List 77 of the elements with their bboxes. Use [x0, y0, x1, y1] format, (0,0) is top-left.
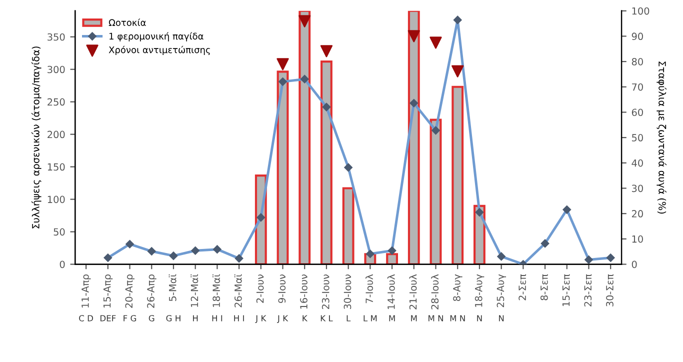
x-tick-label: 9-Ιουν: [278, 274, 286, 303]
x-tick-label: 14-Ιουλ: [387, 274, 395, 309]
x-tick-label: 11-Απρ: [82, 274, 91, 308]
y2-tick-label: 100: [632, 7, 650, 15]
y-tick-label: 350: [48, 33, 65, 41]
text: L M: [364, 315, 377, 322]
x-tick-label: 8-Αυγ: [453, 274, 462, 302]
bar: [408, 10, 420, 264]
x-tick-label: 23-Ιουν: [322, 274, 330, 310]
y-tick-label: 300: [48, 66, 65, 74]
text: J K: [277, 315, 288, 323]
y2-tick-label: 40: [632, 159, 643, 167]
x-tick-label: 2-Ιουν: [256, 274, 264, 303]
y2-tick-label: 90: [632, 32, 643, 40]
x-tick-label: 15-Απρ: [104, 274, 113, 308]
y-axis-title: Συλλήψεις αρσενικών (άτομα/παγίδα): [31, 46, 42, 228]
y2-tick-label: 80: [632, 58, 643, 66]
y2-tick-label: 50: [632, 134, 643, 142]
text: G H: [166, 315, 180, 322]
x-tick-label: 21-Ιουλ: [409, 274, 417, 310]
bar: [452, 86, 464, 264]
text: G: [148, 315, 154, 322]
y2-tick-label: 30: [632, 184, 643, 192]
x-tick-label: 26-Απρ: [147, 274, 156, 308]
y-tick-label: 50: [54, 228, 65, 236]
y2-axis-title: Σταφύλια με ζωντανά αυγά (%): [656, 62, 666, 214]
x-tick-label: 26-Μαϊ: [234, 274, 242, 308]
text: C D: [79, 315, 94, 322]
legend-label: Χρόνοι αντιμετώπισης: [108, 46, 210, 55]
x-tick-label: 2-Σεπ: [518, 274, 526, 300]
x-tick-label: 20-Απρ: [125, 274, 134, 308]
y-tick-label: 100: [48, 196, 65, 204]
text: DEF: [100, 315, 116, 322]
legend-label: 1 φερομονική παγίδα: [110, 32, 204, 42]
bar: [386, 253, 398, 264]
y2-tick-label: 10: [632, 235, 643, 243]
legend-label: Ωοτοκία: [108, 18, 146, 26]
y2-tick-label: 60: [632, 108, 643, 116]
y-tick-label: 200: [48, 130, 65, 138]
text: H I: [212, 315, 222, 322]
text: F G: [124, 315, 136, 322]
y-tick-label: 0: [60, 260, 65, 268]
text: L: [346, 315, 351, 322]
text: N: [499, 315, 504, 322]
x-tick-label: 18-Αυγ: [474, 274, 484, 307]
x-tick-label: 15-Σεπ: [562, 274, 570, 306]
text: M: [389, 315, 395, 322]
y-tick-label: 150: [48, 163, 65, 171]
x-tick-label: 7-Ιουλ: [365, 274, 374, 304]
text: J K: [255, 315, 266, 323]
bar: [430, 118, 442, 264]
x-tick-label: 30-Σεπ: [606, 274, 614, 306]
x-tick-label: 18-Μαϊ: [212, 274, 220, 307]
text: M N: [450, 315, 465, 322]
x-tick-label: 12-Μαϊ: [190, 274, 198, 307]
x-tick-label: 16-Ιουν: [300, 274, 308, 309]
y-tick-label: 250: [48, 98, 65, 106]
text: K L: [320, 315, 333, 322]
x-tick-label: 30-Ιουν: [344, 274, 352, 309]
y2-tick-label: 70: [632, 83, 643, 91]
x-tick-label: 8-Σεπ: [540, 274, 548, 300]
text: M N: [428, 315, 443, 322]
text: K: [302, 315, 308, 322]
bar: [276, 70, 289, 264]
x-tick-label: 23-Σεπ: [584, 274, 592, 306]
text: H I: [234, 315, 244, 322]
x-tick-label: 28-Ιουλ: [431, 274, 439, 310]
x-tick-label: 25-Αυγ: [496, 274, 506, 308]
y2-tick-label: 20: [632, 210, 643, 218]
bar: [320, 60, 332, 264]
y2-tick-label: 0: [632, 260, 637, 268]
bar: [342, 187, 354, 264]
text: H: [193, 315, 198, 322]
x-tick-label: 5-Μαϊ: [168, 274, 176, 302]
text: M: [411, 315, 417, 322]
text: N: [477, 315, 482, 322]
bar: [298, 10, 311, 264]
